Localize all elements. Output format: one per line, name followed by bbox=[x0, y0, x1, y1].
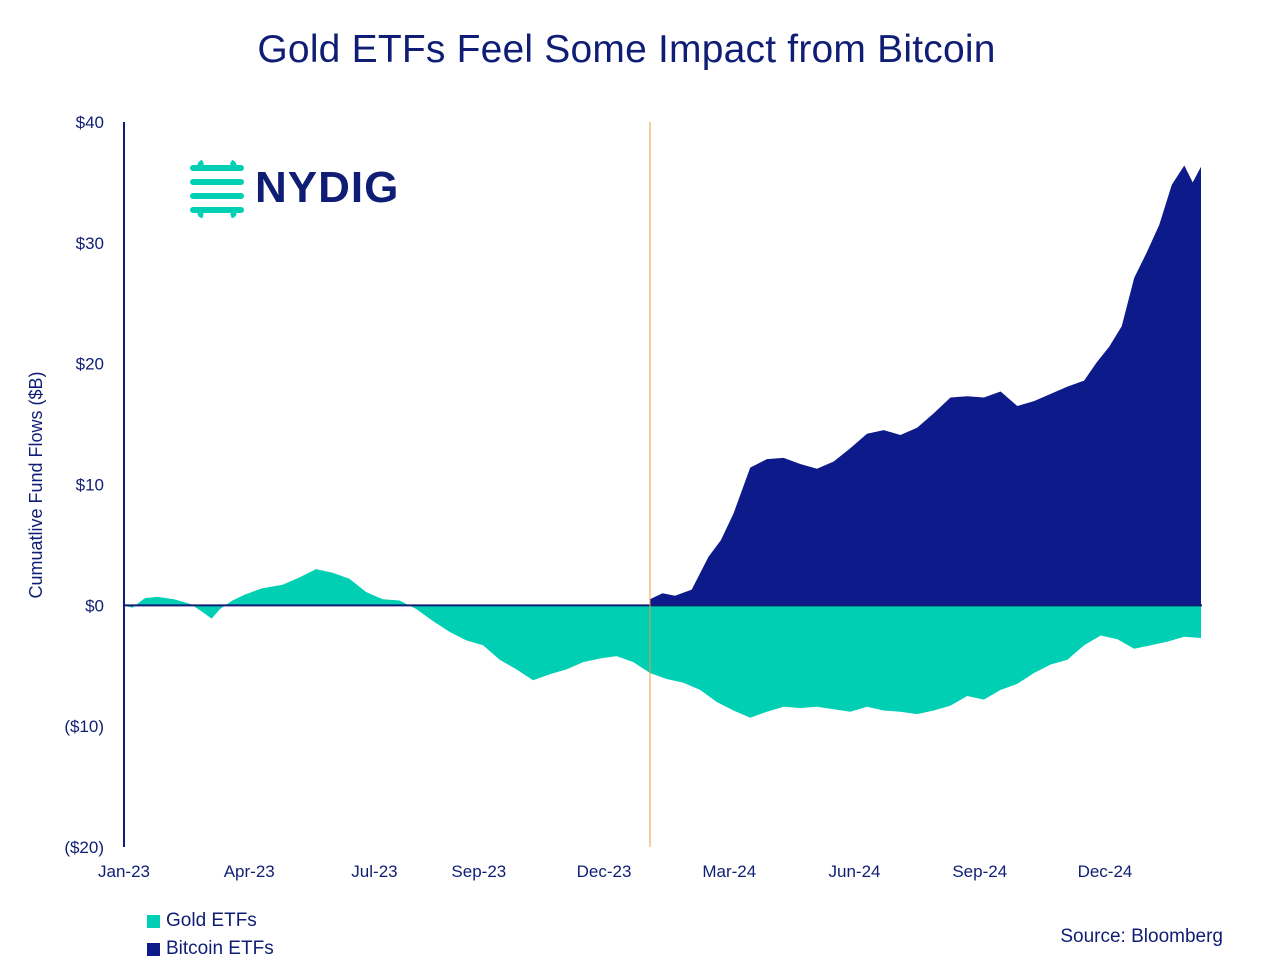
legend-label-gold: Gold ETFs bbox=[166, 910, 257, 931]
x-tick-label: Jun-24 bbox=[829, 862, 881, 881]
legend: Gold ETFs Bitcoin ETFs bbox=[147, 907, 274, 963]
x-tick-label: Sep-23 bbox=[451, 862, 506, 881]
legend-item-bitcoin: Bitcoin ETFs bbox=[147, 935, 274, 963]
y-tick-label: $40 bbox=[76, 113, 104, 132]
x-tick-label: Apr-23 bbox=[224, 862, 275, 881]
x-tick-label: Dec-23 bbox=[577, 862, 632, 881]
legend-swatch-bitcoin bbox=[147, 942, 160, 956]
x-tick-label: Mar-24 bbox=[702, 862, 756, 881]
y-tick-label: $20 bbox=[76, 355, 104, 374]
y-tick-label: ($10) bbox=[64, 717, 104, 736]
y-tick-label: $30 bbox=[76, 234, 104, 253]
legend-item-gold: Gold ETFs bbox=[147, 907, 274, 935]
x-tick-label: Jan-23 bbox=[98, 862, 150, 881]
y-tick-label: $0 bbox=[85, 596, 104, 615]
legend-swatch-gold bbox=[147, 914, 160, 928]
legend-label-bitcoin: Bitcoin ETFs bbox=[166, 938, 274, 959]
nydig-logo-icon bbox=[190, 159, 244, 219]
y-tick-label: $10 bbox=[76, 476, 104, 495]
y-tick-label: ($20) bbox=[64, 838, 104, 857]
y-axis-label: Cumuatlive Fund Flows ($B) bbox=[26, 371, 46, 598]
x-tick-label: Dec-24 bbox=[1078, 862, 1133, 881]
source-note: Source: Bloomberg bbox=[1060, 926, 1223, 947]
chart-title: Gold ETFs Feel Some Impact from Bitcoin bbox=[257, 28, 996, 71]
nydig-logo-text: NYDIG bbox=[255, 163, 400, 212]
bitcoin-etfs-area bbox=[650, 165, 1201, 606]
x-tick-label: Sep-24 bbox=[952, 862, 1007, 881]
x-tick-label: Jul-23 bbox=[351, 862, 397, 881]
